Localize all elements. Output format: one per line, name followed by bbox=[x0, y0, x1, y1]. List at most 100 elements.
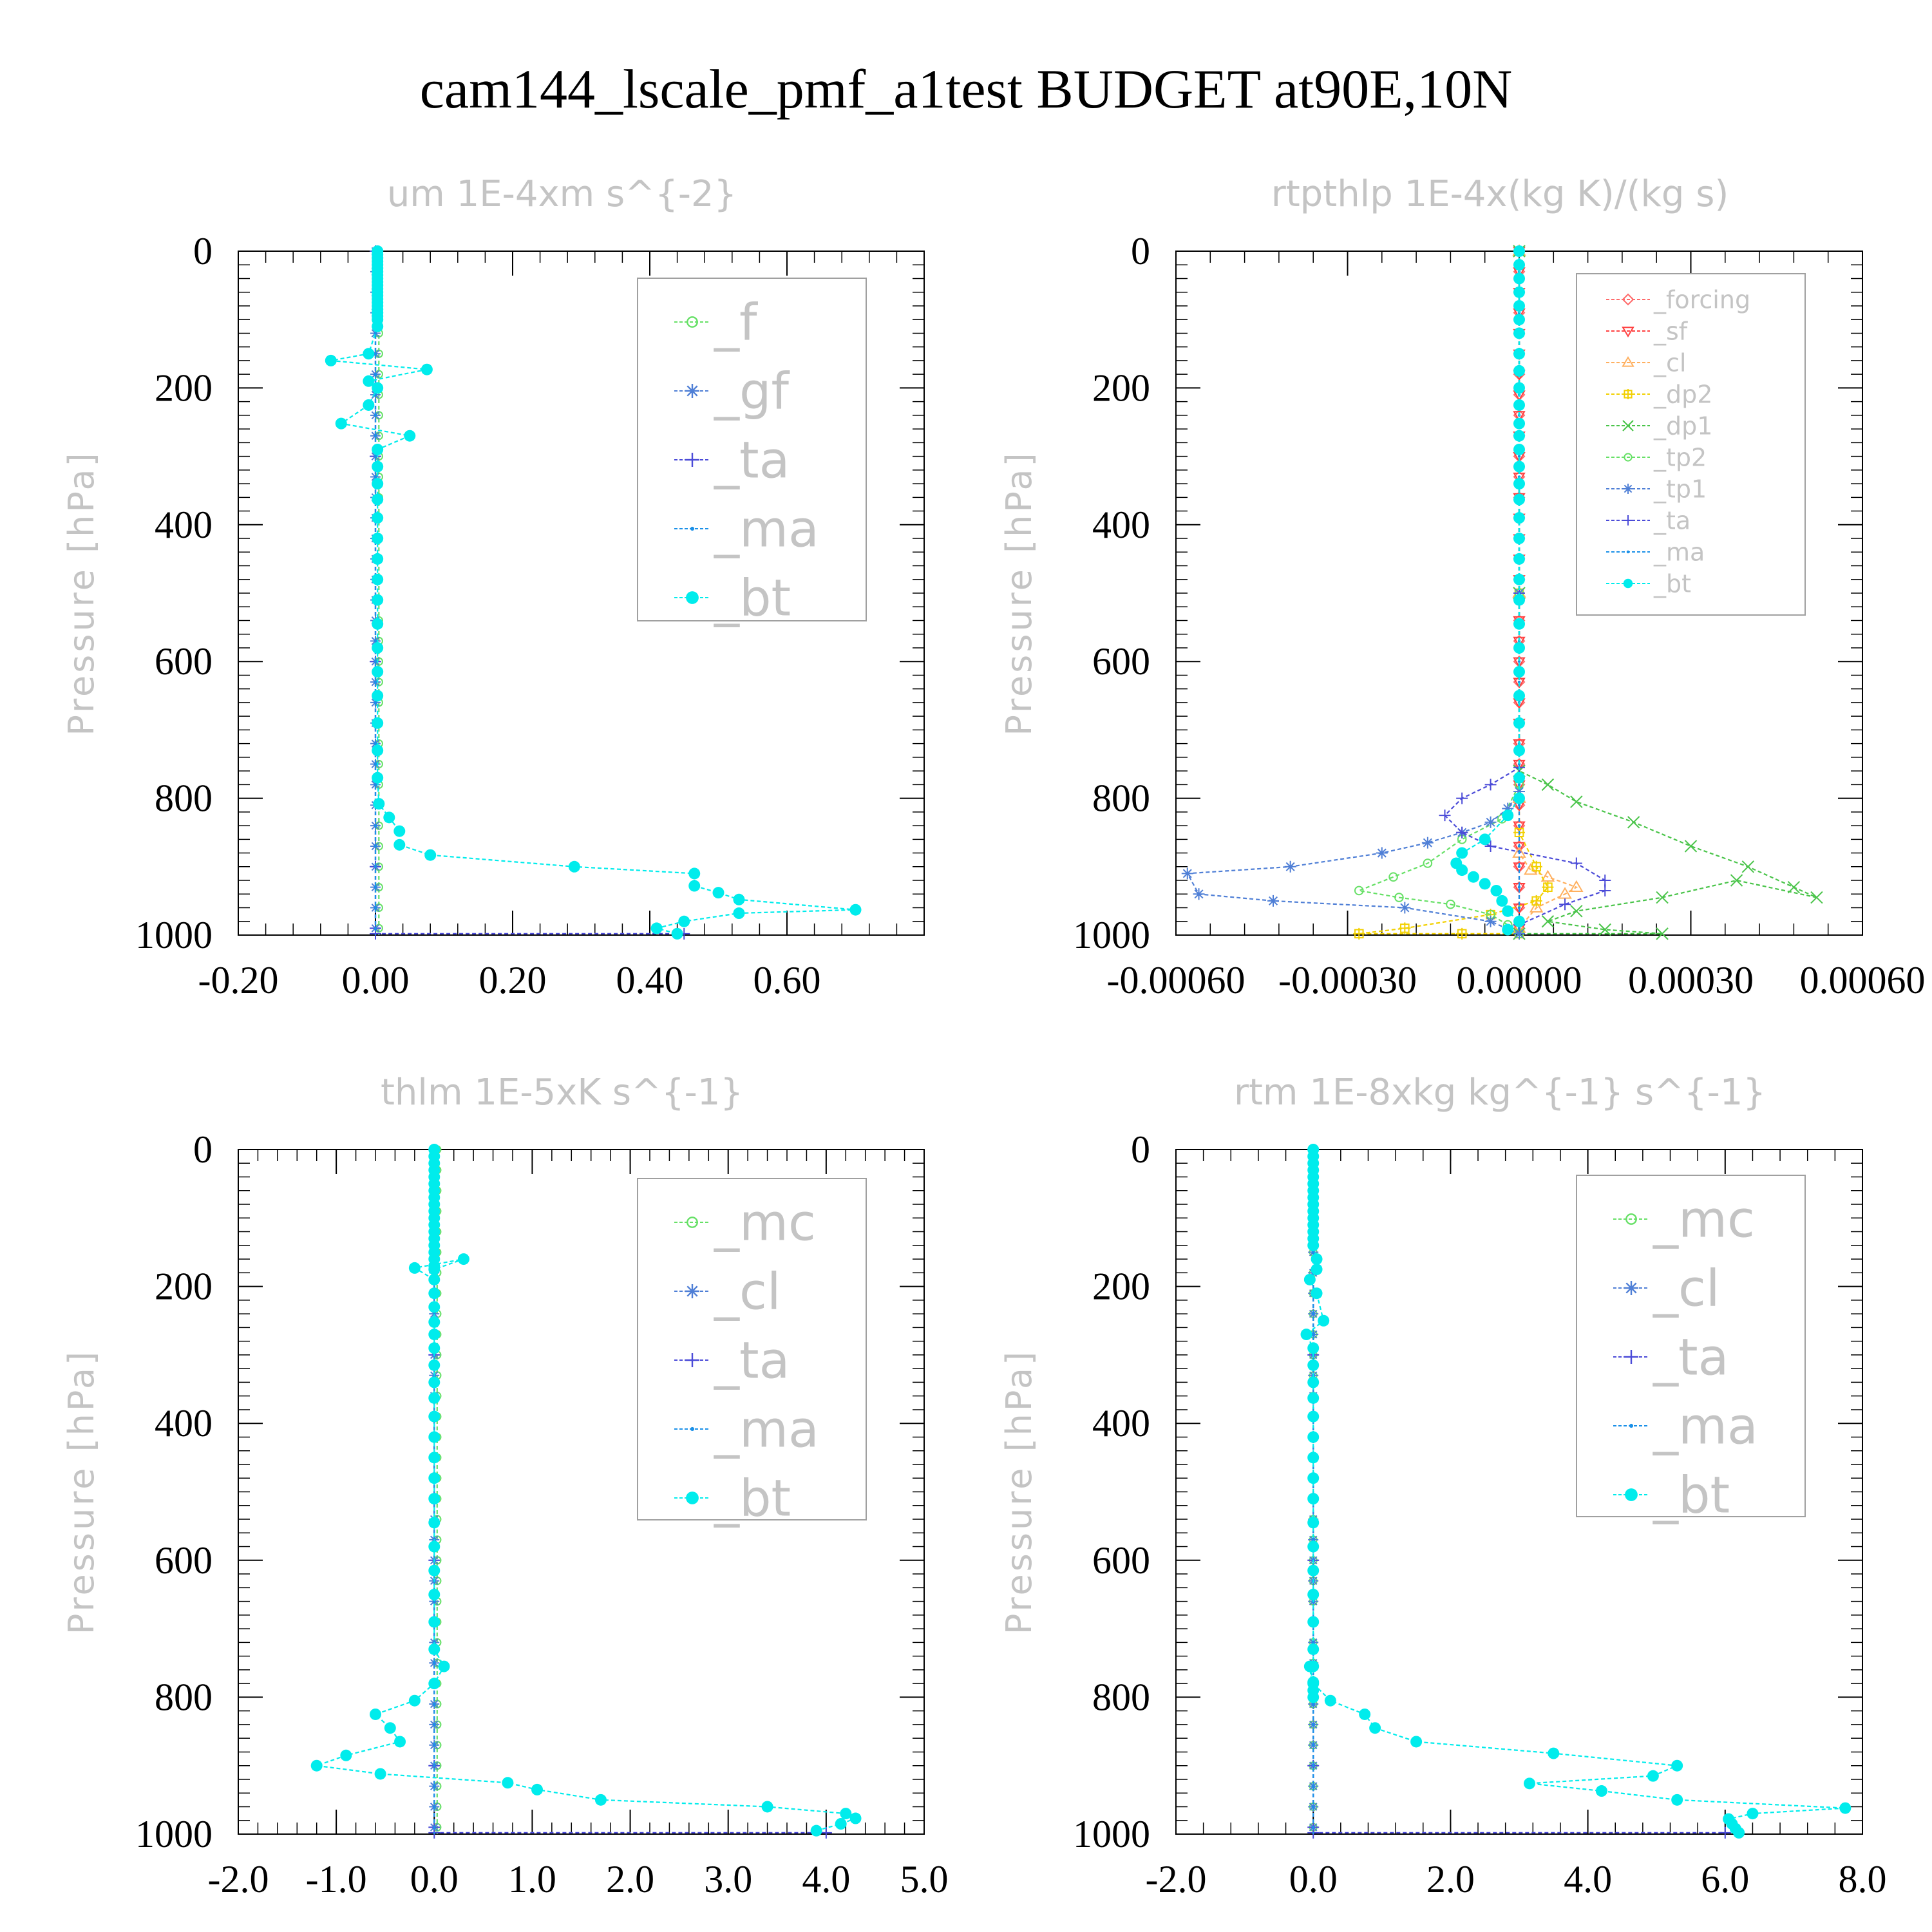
figure-title: cam144_lscale_pmf_a1test BUDGET at90E,10… bbox=[419, 58, 1513, 120]
data-point bbox=[761, 1801, 773, 1813]
data-point bbox=[1446, 899, 1455, 909]
data-point bbox=[372, 744, 384, 757]
x-tick-label: 0.0 bbox=[410, 1858, 459, 1900]
data-point bbox=[1513, 348, 1525, 360]
x-tick-label: 5.0 bbox=[900, 1858, 949, 1900]
data-point bbox=[1267, 895, 1280, 907]
data-point bbox=[428, 1376, 440, 1388]
data-point bbox=[1513, 417, 1525, 430]
legend-marker bbox=[1623, 578, 1633, 589]
data-point bbox=[1307, 1643, 1320, 1655]
y-tick-label: 600 bbox=[155, 1539, 213, 1582]
data-point bbox=[1513, 327, 1525, 339]
data-point bbox=[372, 443, 384, 455]
legend-marker bbox=[1622, 420, 1634, 431]
data-point bbox=[1671, 1759, 1683, 1772]
data-point bbox=[438, 1660, 450, 1672]
legend-label: _dp1 bbox=[1653, 412, 1712, 440]
data-point bbox=[1684, 840, 1698, 853]
data-point bbox=[1181, 867, 1193, 880]
y-tick-label: 400 bbox=[155, 504, 213, 546]
data-point bbox=[374, 927, 377, 930]
data-point bbox=[363, 348, 375, 360]
legend-box bbox=[637, 278, 867, 621]
data-point bbox=[374, 742, 377, 745]
data-point bbox=[408, 1694, 421, 1707]
x-tick-label: -0.20 bbox=[198, 959, 279, 1001]
panel-2: rtpthlp 1E-4x(kg K)/(kg s) Pressure [hPa]… bbox=[999, 173, 1926, 1001]
data-point bbox=[428, 1342, 440, 1354]
data-point bbox=[335, 417, 347, 430]
x-tick-label: 1.0 bbox=[508, 1858, 556, 1900]
data-point bbox=[1523, 1777, 1535, 1790]
data-point bbox=[1513, 272, 1525, 285]
y-tick-label: 0 bbox=[193, 1128, 213, 1171]
data-point bbox=[372, 618, 384, 630]
data-point bbox=[835, 1818, 847, 1830]
y-tick-label: 0 bbox=[1131, 230, 1150, 272]
y-tick-label: 1000 bbox=[1073, 914, 1150, 956]
data-point bbox=[1513, 772, 1525, 784]
data-point bbox=[1484, 779, 1497, 791]
data-point bbox=[421, 363, 433, 375]
data-point bbox=[1456, 792, 1468, 804]
x-tick-label: -0.00030 bbox=[1278, 959, 1417, 1001]
data-point bbox=[1311, 1785, 1315, 1788]
legend-marker bbox=[1623, 389, 1633, 399]
data-point bbox=[383, 811, 395, 824]
data-point bbox=[433, 1702, 436, 1706]
legend: _mc _cl _ta _ma _bt bbox=[637, 1178, 867, 1528]
data-point bbox=[1307, 1376, 1320, 1388]
legend-marker bbox=[687, 316, 698, 328]
data-point bbox=[372, 460, 384, 473]
x-tick-label: 3.0 bbox=[704, 1858, 752, 1900]
data-point bbox=[1513, 785, 1525, 797]
data-point bbox=[1548, 1747, 1560, 1759]
data-point bbox=[374, 434, 377, 437]
data-point bbox=[1307, 1678, 1320, 1690]
data-point bbox=[1479, 878, 1491, 890]
legend-marker bbox=[1624, 1350, 1638, 1364]
data-point bbox=[1307, 1564, 1320, 1577]
data-point bbox=[1517, 783, 1521, 786]
x-tick-label: 2.0 bbox=[1426, 1858, 1475, 1900]
data-point bbox=[1733, 1826, 1745, 1839]
panel-1: um 1E-4xm s^{-2} Pressure [hPa] 0 200 400 600… bbox=[61, 173, 925, 1001]
data-point bbox=[1513, 382, 1525, 394]
data-point bbox=[1502, 802, 1514, 815]
data-point bbox=[372, 772, 384, 784]
data-point bbox=[1513, 792, 1525, 804]
data-point bbox=[1307, 1239, 1320, 1251]
data-point bbox=[1311, 1805, 1315, 1808]
data-point bbox=[1456, 864, 1468, 876]
legend-label: _mc bbox=[1653, 1191, 1755, 1249]
y-tick-label: 600 bbox=[155, 640, 213, 683]
data-point bbox=[1513, 299, 1525, 312]
data-point bbox=[428, 1540, 440, 1553]
x-tick-label: 2.0 bbox=[606, 1858, 654, 1900]
legend-label: _cl bbox=[1653, 1260, 1720, 1318]
data-point bbox=[428, 1264, 440, 1276]
data-point bbox=[1311, 1743, 1315, 1747]
data-point bbox=[1513, 690, 1525, 702]
legend-marker bbox=[1625, 1488, 1638, 1501]
data-point bbox=[1311, 1332, 1315, 1336]
data-point bbox=[433, 1743, 436, 1747]
data-point bbox=[370, 1708, 381, 1720]
data-point bbox=[840, 1808, 852, 1820]
data-point bbox=[1456, 927, 1468, 940]
data-point bbox=[340, 1749, 352, 1761]
data-point bbox=[1513, 259, 1525, 271]
data-point bbox=[1303, 1660, 1316, 1672]
x-tick-label: 8.0 bbox=[1839, 1858, 1887, 1900]
data-point bbox=[1517, 906, 1521, 909]
y-axis-label: Pressure [hPa] bbox=[999, 1349, 1039, 1634]
legend-label: _sf bbox=[1653, 317, 1689, 345]
data-point bbox=[433, 1785, 436, 1788]
data-point bbox=[428, 1564, 440, 1577]
series-bt bbox=[310, 1144, 862, 1837]
panel-3: thlm 1E-5xK s^{-1} Pressure [hPa] 0 200 400 6… bbox=[61, 1072, 949, 1900]
legend-label: _ma bbox=[1653, 538, 1705, 566]
data-point bbox=[374, 701, 377, 705]
y-axis-label: Pressure [hPa] bbox=[61, 1349, 102, 1634]
